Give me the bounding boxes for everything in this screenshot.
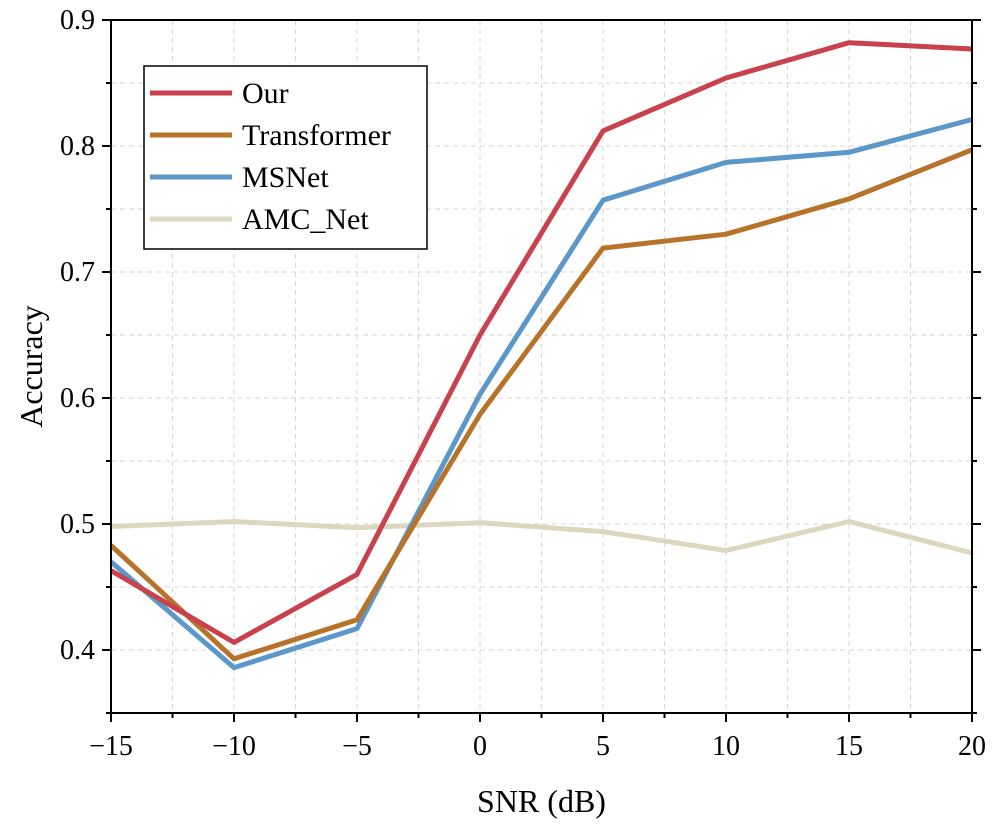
legend-label-our: Our — [242, 77, 289, 110]
y-tick-label: 0.9 — [60, 5, 95, 36]
series-line-amc-net — [110, 519, 973, 556]
legend: Our Transformer MSNet AMC_Net — [143, 65, 428, 250]
y-axis-title: Accuracy — [13, 305, 49, 428]
x-tick-label: 15 — [835, 731, 863, 762]
series-line-transformer — [109, 147, 973, 662]
y-tick-label: 0.6 — [60, 383, 95, 414]
x-tick-label: −15 — [89, 731, 133, 762]
series-line-msnet — [109, 117, 973, 671]
legend-label-transformer: Transformer — [242, 119, 391, 152]
legend-label-msnet: MSNet — [242, 161, 329, 194]
x-tick-label: −10 — [212, 731, 256, 762]
x-tick-label: 5 — [596, 731, 610, 762]
series-lines — [109, 40, 973, 671]
x-tick-label: 20 — [958, 731, 986, 762]
series-line-our — [109, 40, 973, 645]
legend-label-amc-net: AMC_Net — [242, 203, 369, 236]
x-tick-label: 0 — [473, 731, 487, 762]
y-tick-label: 0.7 — [60, 257, 95, 288]
y-tick-label: 0.4 — [60, 635, 95, 666]
x-tick-label: 10 — [712, 731, 740, 762]
axis-ticks: −15 −10 −5 0 5 10 15 20 0.4 0.5 0.6 0.7 0.8 0.9 — [60, 5, 986, 762]
y-tick-label: 0.8 — [60, 131, 95, 162]
x-axis-title: SNR (dB) — [477, 783, 606, 819]
x-tick-label: −5 — [342, 731, 372, 762]
y-tick-label: 0.5 — [60, 509, 95, 540]
grid-lines — [111, 20, 972, 713]
